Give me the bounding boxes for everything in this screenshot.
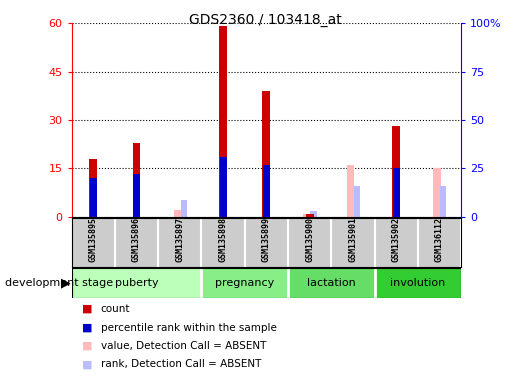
Bar: [181, 200, 187, 217]
Bar: [440, 186, 446, 217]
Text: GSM135896: GSM135896: [132, 217, 141, 262]
Bar: [433, 169, 441, 217]
Text: lactation: lactation: [307, 278, 356, 288]
Text: GSM135897: GSM135897: [175, 217, 184, 262]
Text: ■: ■: [82, 323, 93, 333]
Text: ▶: ▶: [61, 276, 71, 289]
Bar: [90, 178, 96, 217]
Bar: [393, 169, 400, 217]
Bar: [306, 214, 314, 217]
Bar: [72, 268, 201, 298]
Bar: [173, 210, 181, 217]
Bar: [262, 91, 270, 217]
Bar: [311, 211, 316, 217]
Bar: [132, 142, 140, 217]
Text: GSM135898: GSM135898: [218, 217, 227, 262]
Bar: [288, 268, 375, 298]
Text: count: count: [101, 304, 130, 314]
Text: GSM135900: GSM135900: [305, 217, 314, 262]
Text: ■: ■: [82, 359, 93, 369]
Text: GSM135902: GSM135902: [392, 217, 401, 262]
Bar: [263, 165, 270, 217]
Bar: [219, 26, 227, 217]
Text: development stage: development stage: [5, 278, 113, 288]
Text: value, Detection Call = ABSENT: value, Detection Call = ABSENT: [101, 341, 266, 351]
Text: GDS2360 / 103418_at: GDS2360 / 103418_at: [189, 13, 341, 27]
Bar: [133, 174, 140, 217]
Text: GSM136112: GSM136112: [435, 217, 444, 262]
Text: GSM135901: GSM135901: [348, 217, 357, 262]
Bar: [375, 268, 461, 298]
Bar: [303, 214, 311, 217]
Bar: [347, 165, 355, 217]
Text: pregnancy: pregnancy: [215, 278, 275, 288]
Bar: [354, 186, 360, 217]
Bar: [201, 268, 288, 298]
Text: rank, Detection Call = ABSENT: rank, Detection Call = ABSENT: [101, 359, 261, 369]
Bar: [219, 157, 226, 217]
Text: ■: ■: [82, 304, 93, 314]
Text: puberty: puberty: [114, 278, 158, 288]
Bar: [89, 159, 97, 217]
Text: involution: involution: [390, 278, 445, 288]
Text: ■: ■: [82, 341, 93, 351]
Bar: [392, 126, 400, 217]
Text: GSM135895: GSM135895: [89, 217, 98, 262]
Text: percentile rank within the sample: percentile rank within the sample: [101, 323, 277, 333]
Text: GSM135899: GSM135899: [262, 217, 271, 262]
